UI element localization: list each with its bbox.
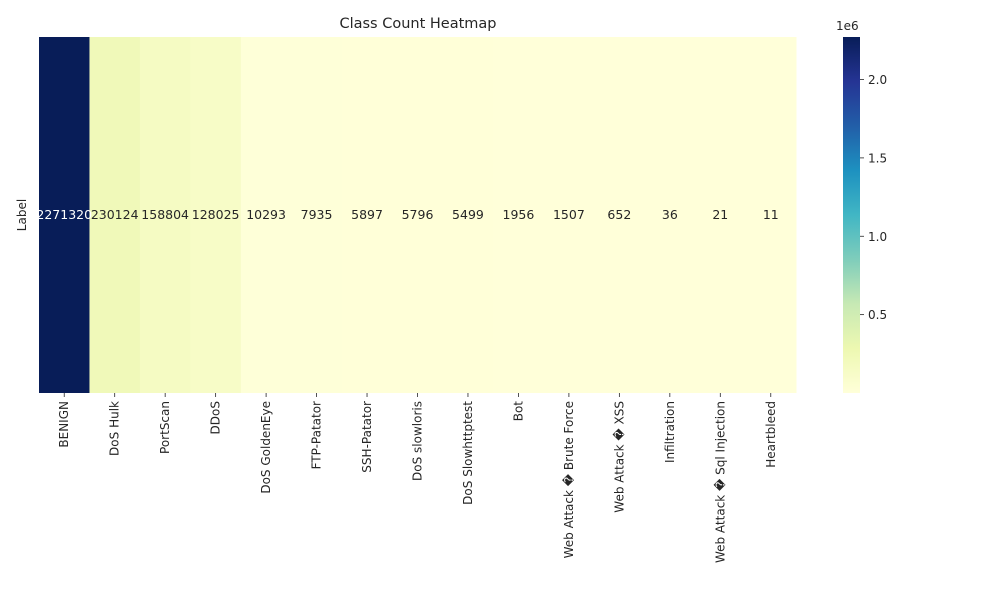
x-tick-label: FTP-Patator	[310, 401, 324, 469]
heatmap-cell	[240, 37, 292, 393]
x-tick-label: DoS GoldenEye	[259, 401, 273, 494]
colorbar-tick-label: 2.0	[868, 73, 887, 87]
heatmap-cell	[392, 37, 444, 393]
x-tick-label: Web Attack � Sql Injection	[713, 401, 727, 563]
x-tick-label: DDoS	[209, 401, 223, 434]
heatmap-cell	[594, 37, 646, 393]
cell-value-label: 11	[763, 207, 779, 222]
heatmap-cell	[139, 37, 191, 393]
cell-value-label: 158804	[141, 207, 189, 222]
cell-value-label: 652	[607, 207, 631, 222]
heatmap-cell	[644, 37, 696, 393]
cell-value-label: 36	[662, 207, 678, 222]
colorbar-tick-label: 1.5	[868, 151, 887, 165]
cell-value-label: 21	[712, 207, 728, 222]
cell-value-label: 230124	[91, 207, 139, 222]
x-tick-label: DoS Slowhttptest	[461, 401, 475, 505]
heatmap-cell	[291, 37, 343, 393]
y-axis-label: Label	[15, 199, 29, 231]
heatmap-cell	[341, 37, 393, 393]
cell-value-label: 2271320	[36, 207, 92, 222]
heatmap-cell	[89, 37, 141, 393]
colorbar	[843, 37, 860, 393]
chart-title: Class Count Heatmap	[339, 16, 496, 32]
heatmap-cell	[745, 37, 797, 393]
x-tick-label: PortScan	[158, 401, 172, 454]
x-tick-label: BENIGN	[57, 401, 71, 448]
colorbar-multiplier: 1e6	[836, 19, 859, 33]
heatmap-cell	[493, 37, 545, 393]
x-tick-label: Web Attack � Brute Force	[562, 401, 576, 558]
heatmap-cell	[695, 37, 747, 393]
x-tick-label: Web Attack � XSS	[612, 401, 626, 513]
x-tick-label: DoS slowloris	[411, 401, 425, 481]
x-tick-label: Bot	[511, 401, 525, 422]
x-tick-label: SSH-Patator	[360, 401, 374, 473]
cell-value-label: 128025	[192, 207, 240, 222]
colorbar-tick-label: 1.0	[868, 230, 887, 244]
cell-value-label: 7935	[301, 207, 333, 222]
colorbar-tick-label: 0.5	[868, 308, 887, 322]
x-tick-label: DoS Hulk	[108, 401, 122, 456]
x-tick-label: Heartbleed	[764, 401, 778, 468]
cell-value-label: 1956	[503, 207, 535, 222]
x-tick-label: Infiltration	[663, 401, 677, 463]
cell-value-label: 5796	[402, 207, 434, 222]
cell-value-label: 10293	[246, 207, 286, 222]
heatmap-cell	[442, 37, 494, 393]
cell-value-label: 1507	[553, 207, 585, 222]
heatmap-cell	[39, 37, 90, 393]
heatmap-cell	[543, 37, 595, 393]
cell-value-label: 5499	[452, 207, 484, 222]
cell-value-label: 5897	[351, 207, 383, 222]
heatmap-cell	[190, 37, 242, 393]
